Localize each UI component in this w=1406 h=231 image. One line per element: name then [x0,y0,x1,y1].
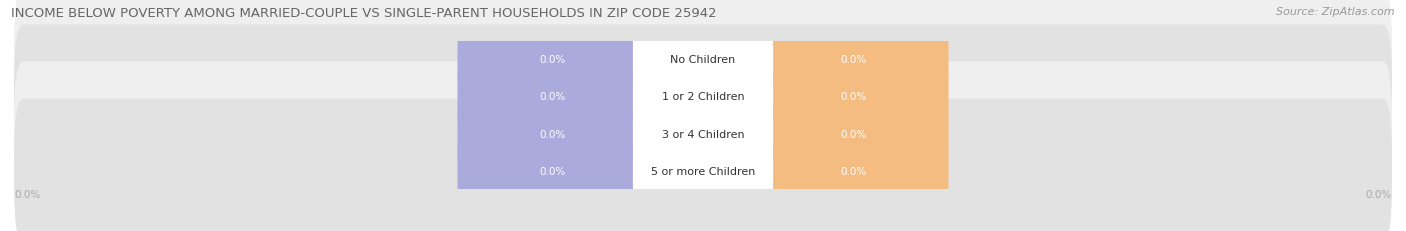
Text: 0.0%: 0.0% [14,189,41,199]
FancyBboxPatch shape [633,43,773,151]
FancyBboxPatch shape [457,117,648,225]
FancyBboxPatch shape [633,117,773,225]
Text: 0.0%: 0.0% [1365,189,1392,199]
FancyBboxPatch shape [457,43,648,151]
Text: 0.0%: 0.0% [540,129,565,139]
FancyBboxPatch shape [758,6,949,114]
FancyBboxPatch shape [633,6,773,114]
FancyBboxPatch shape [457,80,648,188]
Text: 0.0%: 0.0% [540,92,565,102]
Text: 0.0%: 0.0% [841,129,866,139]
Text: 3 or 4 Children: 3 or 4 Children [662,129,744,139]
FancyBboxPatch shape [14,25,1392,169]
FancyBboxPatch shape [633,80,773,188]
FancyBboxPatch shape [758,80,949,188]
Text: 0.0%: 0.0% [540,55,565,65]
FancyBboxPatch shape [14,62,1392,206]
Text: 0.0%: 0.0% [841,92,866,102]
Text: INCOME BELOW POVERTY AMONG MARRIED-COUPLE VS SINGLE-PARENT HOUSEHOLDS IN ZIP COD: INCOME BELOW POVERTY AMONG MARRIED-COUPL… [11,7,717,20]
FancyBboxPatch shape [758,43,949,151]
FancyBboxPatch shape [457,6,648,114]
Text: Source: ZipAtlas.com: Source: ZipAtlas.com [1277,7,1395,17]
FancyBboxPatch shape [14,0,1392,132]
Text: 1 or 2 Children: 1 or 2 Children [662,92,744,102]
Text: 0.0%: 0.0% [540,166,565,176]
FancyBboxPatch shape [758,117,949,225]
Text: 0.0%: 0.0% [841,166,866,176]
Text: 0.0%: 0.0% [841,55,866,65]
FancyBboxPatch shape [14,99,1392,231]
Text: 5 or more Children: 5 or more Children [651,166,755,176]
Text: No Children: No Children [671,55,735,65]
